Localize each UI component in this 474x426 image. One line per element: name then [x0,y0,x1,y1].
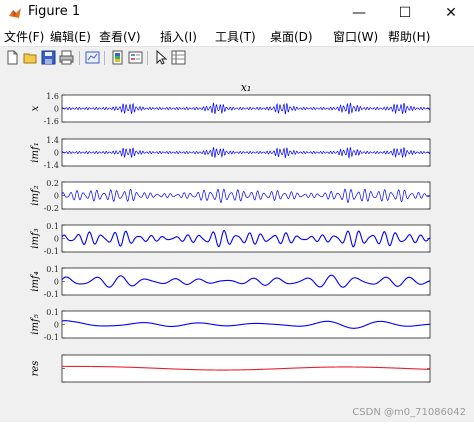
y-tick-label: -0.1 [44,247,59,256]
property-inspector-icon[interactable] [170,49,187,66]
maximize-icon: ☐ [398,5,412,21]
title-bar: Figure 1 — ☐ ✕ [0,0,474,26]
y-tick-label: -1.4 [44,161,59,170]
y-axis-label: imf₃ [30,228,41,248]
y-tick-label: 0 [54,278,59,287]
y-axis-label: imf₄ [30,271,41,291]
figure-canvas[interactable]: 1.6 0 -1.6 x x₁ 1.4 0 -1.4 imf₁ 0.2 0 -0.2 imf₂ 0.1 0 -… [0,69,474,422]
menu-tools[interactable]: 工具(T) [215,30,256,44]
signal-line [61,102,431,115]
y-axis-label: x [30,105,41,111]
y-tick-label: 0.2 [46,179,59,188]
y-tick-label: 0 [54,235,59,244]
window-title: Figure 1 [28,4,81,19]
insert-legend-icon[interactable] [127,49,144,66]
signal-line [61,274,431,288]
y-axis-label: imf₂ [30,185,41,205]
minimize-icon: — [352,5,366,21]
matlab-icon [9,8,21,18]
y-tick-label: 1.4 [46,136,59,145]
y-tick-label: 1.6 [46,92,59,101]
menu-view[interactable]: 查看(V) [99,30,141,44]
y-axis-label: res [30,361,41,377]
close-button[interactable]: ✕ [428,0,474,26]
y-tick-label: -0.1 [44,333,59,342]
insert-colorbar-icon[interactable] [109,49,126,66]
y-tick-label: 0 [54,321,59,330]
close-icon: ✕ [445,5,457,21]
axes-box [61,181,431,210]
save-icon[interactable] [40,49,57,66]
print-icon[interactable] [58,49,75,66]
axes-box [61,354,431,383]
y-tick-label: 0.1 [46,308,59,317]
toolbar-separator [147,51,148,65]
y-tick-label: 0.1 [46,265,59,274]
link-plot-icon[interactable] [84,49,101,66]
signal-line [61,320,431,329]
y-tick-label: 0 [54,149,59,158]
signal-line [62,365,431,371]
signal-line [61,229,431,248]
axes-box [61,138,431,167]
pointer-icon[interactable] [152,49,169,66]
menu-help[interactable]: 帮助(H) [388,30,431,44]
axes-box [61,267,431,296]
y-axis-label: imf₅ [30,314,41,334]
signal-line [61,146,431,160]
signal-line [61,188,431,203]
toolbar-separator [104,51,105,65]
open-file-icon[interactable] [22,49,39,66]
y-tick-label: 0 [54,192,59,201]
maximize-button[interactable]: ☐ [382,0,428,26]
new-figure-icon[interactable] [4,49,21,66]
menu-edit[interactable]: 编辑(E) [50,30,91,44]
watermark: CSDN @m0_71086042 [352,407,466,418]
menu-bar: 文件(F) 编辑(E) 查看(V) 插入(I) 工具(T) 桌面(D) 窗口(W… [0,26,474,46]
y-tick-label: 0.1 [46,222,59,231]
y-tick-label: -1.6 [44,117,59,126]
toolbar-separator [79,51,80,65]
menu-window[interactable]: 窗口(W) [333,30,379,44]
toolbar [0,46,474,70]
subplot-title: x₁ [241,81,252,94]
minimize-button[interactable]: — [336,0,382,26]
menu-desktop[interactable]: 桌面(D) [270,30,313,44]
menu-file[interactable]: 文件(F) [4,30,45,44]
menu-insert[interactable]: 插入(I) [160,30,197,44]
y-tick-label: -0.2 [44,204,59,213]
y-tick-label: -0.1 [44,290,59,299]
y-axis-label: imf₁ [30,142,41,162]
y-tick-label: 0 [54,105,59,114]
